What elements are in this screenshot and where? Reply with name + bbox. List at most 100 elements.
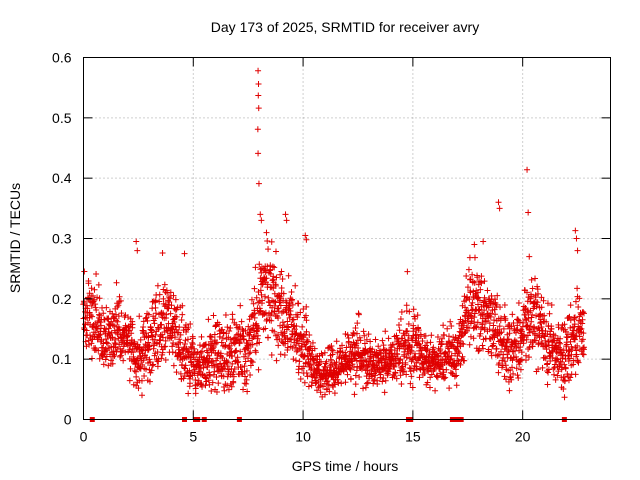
data-point — [146, 356, 153, 363]
data-point — [526, 344, 533, 351]
data-point — [311, 345, 318, 352]
data-point — [93, 270, 100, 277]
data-point — [134, 247, 141, 254]
data-point — [468, 313, 475, 320]
data-point — [481, 278, 488, 285]
data-point — [452, 334, 459, 341]
data-point — [212, 322, 219, 329]
data-point — [506, 387, 513, 394]
data-point — [477, 286, 484, 293]
data-point — [298, 342, 305, 349]
data-point — [219, 326, 226, 333]
data-point — [313, 387, 320, 394]
data-point — [416, 374, 423, 381]
data-point — [571, 336, 578, 343]
data-point — [88, 340, 95, 347]
data-point — [229, 316, 236, 323]
data-point — [251, 310, 258, 317]
data-point — [385, 335, 392, 342]
data-point — [466, 296, 473, 303]
data-point — [403, 308, 410, 315]
data-point — [151, 320, 158, 327]
data-point — [574, 342, 581, 349]
data-point — [534, 299, 541, 306]
data-point — [372, 336, 379, 343]
data-point — [111, 352, 118, 359]
data-point — [508, 376, 515, 383]
data-point — [361, 332, 368, 339]
data-point — [116, 353, 123, 360]
data-point — [229, 360, 236, 367]
data-point — [458, 340, 465, 347]
data-point — [433, 373, 440, 380]
data-point — [268, 317, 275, 324]
data-point — [321, 391, 328, 398]
data-point — [356, 334, 363, 341]
data-point — [517, 366, 524, 373]
data-point — [331, 381, 338, 388]
data-point — [461, 320, 468, 327]
data-point — [184, 336, 191, 343]
data-point — [432, 387, 439, 394]
data-point — [542, 355, 549, 362]
data-point — [397, 372, 404, 379]
data-point — [471, 279, 478, 286]
data-point — [255, 81, 262, 88]
data-point — [290, 316, 297, 323]
data-point — [167, 289, 174, 296]
data-point — [491, 317, 498, 324]
data-point — [403, 371, 410, 378]
data-point — [537, 320, 544, 327]
data-point — [159, 331, 166, 338]
data-point — [505, 336, 512, 343]
data-point — [298, 346, 305, 353]
data-point — [397, 356, 404, 363]
data-point — [117, 297, 124, 304]
data-point — [273, 274, 280, 281]
data-point — [567, 302, 574, 309]
data-point — [580, 351, 587, 358]
data-point — [152, 297, 159, 304]
data-point — [277, 302, 284, 309]
data-point — [494, 292, 501, 299]
data-point — [213, 374, 220, 381]
data-point — [305, 383, 312, 390]
data-point — [417, 350, 424, 357]
data-point — [561, 394, 568, 401]
data-point — [81, 324, 88, 331]
data-point — [301, 379, 308, 386]
data-point — [239, 332, 246, 339]
data-point — [138, 377, 145, 384]
data-point — [480, 345, 487, 352]
data-point — [412, 331, 419, 338]
data-point — [496, 323, 503, 330]
data-point — [292, 282, 299, 289]
data-point — [380, 346, 387, 353]
data-point — [255, 366, 262, 373]
data-point — [279, 319, 286, 326]
data-point — [424, 345, 431, 352]
data-point — [199, 383, 206, 390]
data-point — [463, 273, 470, 280]
data-point — [110, 322, 117, 329]
data-point — [443, 366, 450, 373]
data-point — [205, 316, 212, 323]
data-point — [344, 371, 351, 378]
data-point — [290, 356, 297, 363]
x-tick-label: 0 — [80, 429, 88, 445]
data-point — [566, 347, 573, 354]
data-point — [271, 308, 278, 315]
data-point — [229, 353, 236, 360]
data-point — [196, 368, 203, 375]
data-point — [218, 339, 225, 346]
data-point — [264, 316, 271, 323]
data-point — [561, 374, 568, 381]
data-point — [115, 335, 122, 342]
data-point — [207, 333, 214, 340]
data-point — [484, 287, 491, 294]
data-point — [138, 392, 145, 399]
data-point — [303, 236, 310, 243]
data-point — [352, 324, 359, 331]
data-point — [170, 340, 177, 347]
data-point — [529, 285, 536, 292]
